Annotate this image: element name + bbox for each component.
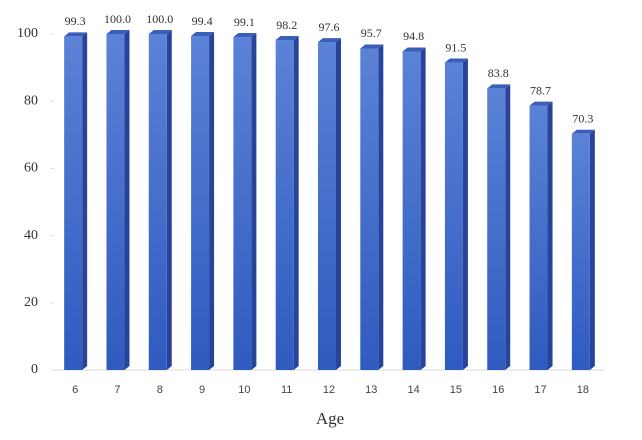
x-tick-label: 7: [114, 384, 120, 396]
y-tick-label: 100: [17, 26, 38, 41]
bar-side: [336, 38, 341, 371]
y-tick-label: 60: [24, 161, 38, 176]
value-label: 95.7: [361, 26, 382, 40]
value-label: 83.8: [488, 66, 509, 80]
bar: [571, 133, 590, 370]
x-tick-label: 16: [492, 384, 504, 396]
bar-side: [251, 33, 257, 371]
bar-top: [275, 36, 299, 41]
value-label: 94.8: [403, 29, 424, 43]
x-tick-label: 11: [281, 384, 292, 396]
x-tick-label: 10: [238, 384, 250, 396]
bar: [191, 36, 210, 371]
bar: [402, 51, 421, 371]
value-label: 70.3: [572, 112, 593, 126]
x-tick-label: 9: [199, 384, 205, 396]
bar-top: [360, 44, 384, 49]
x-tick-label: 6: [72, 384, 78, 396]
bar: [106, 34, 125, 370]
bar-top: [233, 33, 257, 38]
bar-side: [378, 44, 384, 371]
bar-top: [402, 47, 426, 52]
bar-side: [293, 36, 299, 370]
value-label: 100.0: [104, 12, 131, 26]
x-tick-label: 8: [157, 384, 163, 396]
bar-side: [166, 30, 172, 370]
bar: [487, 88, 506, 370]
x-tick-label: 17: [534, 384, 546, 396]
x-tick-label: 14: [407, 384, 419, 396]
bar-top: [106, 30, 130, 34]
x-tick-label: 15: [450, 384, 462, 396]
bar-side: [82, 32, 88, 371]
bar-side: [124, 30, 130, 370]
value-label: 99.4: [192, 14, 213, 28]
x-tick-label: 13: [365, 384, 377, 396]
bar-top: [444, 58, 468, 63]
value-label: 99.1: [234, 15, 255, 29]
bar: [529, 105, 548, 371]
x-tick-label: 12: [323, 384, 335, 396]
value-label: 78.7: [530, 83, 551, 97]
y-tick-label: 40: [24, 228, 38, 243]
bar-top: [487, 84, 511, 89]
value-label: 100.0: [146, 12, 173, 26]
value-label: 91.5: [445, 40, 466, 54]
bar: [360, 48, 379, 370]
bar-side: [420, 47, 426, 371]
bar-top: [148, 30, 172, 34]
bar-top: [571, 129, 595, 134]
bar: [233, 37, 252, 371]
y-tick-label: 80: [24, 93, 38, 108]
bar-side: [505, 84, 511, 370]
bar-top: [318, 38, 341, 43]
bar-top: [64, 32, 88, 37]
bar-top: [191, 32, 215, 37]
bar: [444, 62, 463, 371]
bar-side: [589, 129, 595, 370]
bar: [148, 34, 167, 370]
y-tick-label: 0: [31, 362, 38, 377]
bar-side: [209, 32, 215, 371]
y-tick-label: 20: [24, 295, 38, 310]
x-axis-title: Age: [316, 409, 344, 428]
bar: [64, 36, 83, 371]
bar: [275, 40, 294, 370]
bar-top: [529, 101, 553, 106]
bar-side: [462, 58, 468, 371]
bar: [318, 42, 336, 371]
value-label: 99.3: [65, 14, 86, 28]
value-label: 97.6: [319, 20, 340, 34]
x-tick-label: 18: [577, 384, 589, 396]
value-label: 98.2: [276, 18, 297, 32]
bar-side: [547, 101, 553, 371]
